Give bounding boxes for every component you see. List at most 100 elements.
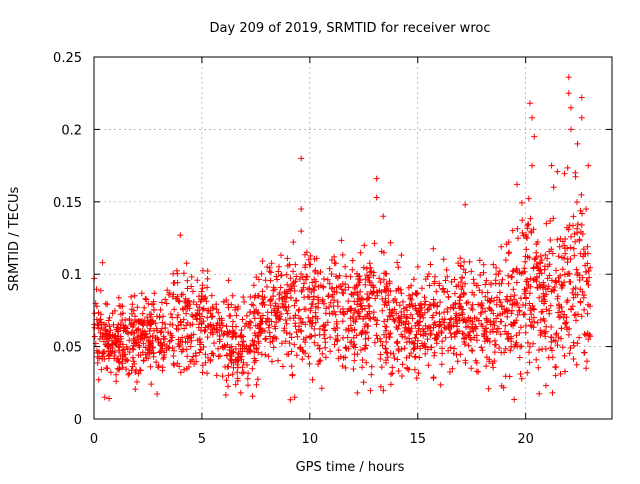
data-point [148, 381, 155, 388]
data-point [175, 312, 181, 318]
data-point [216, 333, 223, 339]
data-point [312, 319, 319, 326]
data-point [185, 363, 192, 370]
data-point [195, 324, 202, 331]
data-point [530, 340, 536, 347]
data-point [293, 352, 300, 359]
data-point [547, 218, 554, 224]
data-point [232, 381, 239, 388]
data-point [533, 261, 540, 267]
data-point [587, 264, 594, 271]
data-point [393, 324, 400, 331]
data-point [99, 355, 106, 362]
data-point [398, 290, 405, 297]
data-point [136, 344, 143, 351]
data-point [438, 329, 445, 336]
data-point [205, 323, 212, 330]
data-point [407, 295, 414, 302]
data-point [456, 328, 462, 335]
data-point [509, 227, 516, 234]
data-point [382, 270, 389, 277]
data-point [529, 114, 536, 121]
data-point [505, 335, 512, 341]
data-point [304, 273, 311, 280]
data-point [491, 349, 498, 356]
data-point [247, 293, 254, 300]
data-point [505, 250, 512, 257]
data-point [312, 309, 319, 316]
data-point [537, 259, 544, 266]
data-point [170, 360, 177, 367]
data-point [364, 311, 371, 318]
data-point [119, 349, 126, 355]
data-point [331, 341, 338, 348]
data-point [178, 291, 185, 298]
data-point [117, 321, 124, 328]
data-point [216, 338, 223, 345]
data-point [171, 362, 178, 369]
data-point [294, 333, 301, 340]
data-point [339, 318, 346, 325]
data-point [570, 213, 577, 220]
data-point [439, 338, 446, 345]
data-point [259, 300, 265, 307]
data-point [549, 389, 556, 396]
data-point [211, 340, 217, 347]
data-point [473, 337, 480, 344]
data-point [311, 287, 318, 294]
data-point [276, 263, 282, 270]
data-point [472, 357, 479, 364]
data-point [129, 323, 136, 330]
data-point [484, 289, 491, 296]
data-point [408, 296, 415, 303]
data-point [239, 316, 246, 323]
data-point [430, 245, 437, 252]
data-point [278, 294, 285, 301]
data-point [342, 281, 349, 288]
data-point [422, 330, 429, 337]
data-point [570, 339, 577, 346]
data-point [559, 238, 566, 245]
data-point [454, 328, 461, 335]
data-point [492, 341, 498, 348]
data-point [487, 318, 494, 325]
data-point [531, 133, 538, 140]
data-point [128, 306, 135, 313]
data-point [419, 285, 425, 292]
data-point [309, 376, 316, 383]
data-point [305, 286, 311, 293]
data-point [529, 162, 536, 169]
data-point [278, 252, 284, 259]
data-point [233, 323, 239, 330]
data-point [581, 306, 588, 313]
data-point [201, 328, 208, 335]
data-point [280, 304, 287, 311]
data-point [259, 288, 266, 295]
data-point [487, 306, 493, 312]
data-point [455, 282, 462, 289]
data-point [368, 282, 375, 289]
data-point [572, 285, 579, 291]
data-point [562, 368, 568, 375]
data-point [354, 301, 361, 308]
data-point [179, 334, 186, 341]
data-point [302, 339, 309, 346]
data-point [359, 364, 366, 371]
data-point [496, 268, 503, 275]
data-point [452, 301, 459, 308]
data-point [171, 279, 178, 286]
data-point [327, 348, 334, 355]
data-point [407, 328, 414, 335]
data-point [262, 277, 269, 284]
data-point [371, 339, 378, 346]
data-point [113, 378, 120, 385]
data-point [412, 322, 419, 329]
data-point [340, 335, 346, 341]
data-point [456, 294, 463, 301]
data-point [228, 301, 235, 308]
data-point [585, 268, 592, 274]
data-point [328, 271, 335, 277]
data-point [245, 370, 252, 377]
data-point [105, 317, 112, 324]
data-point [259, 301, 266, 308]
